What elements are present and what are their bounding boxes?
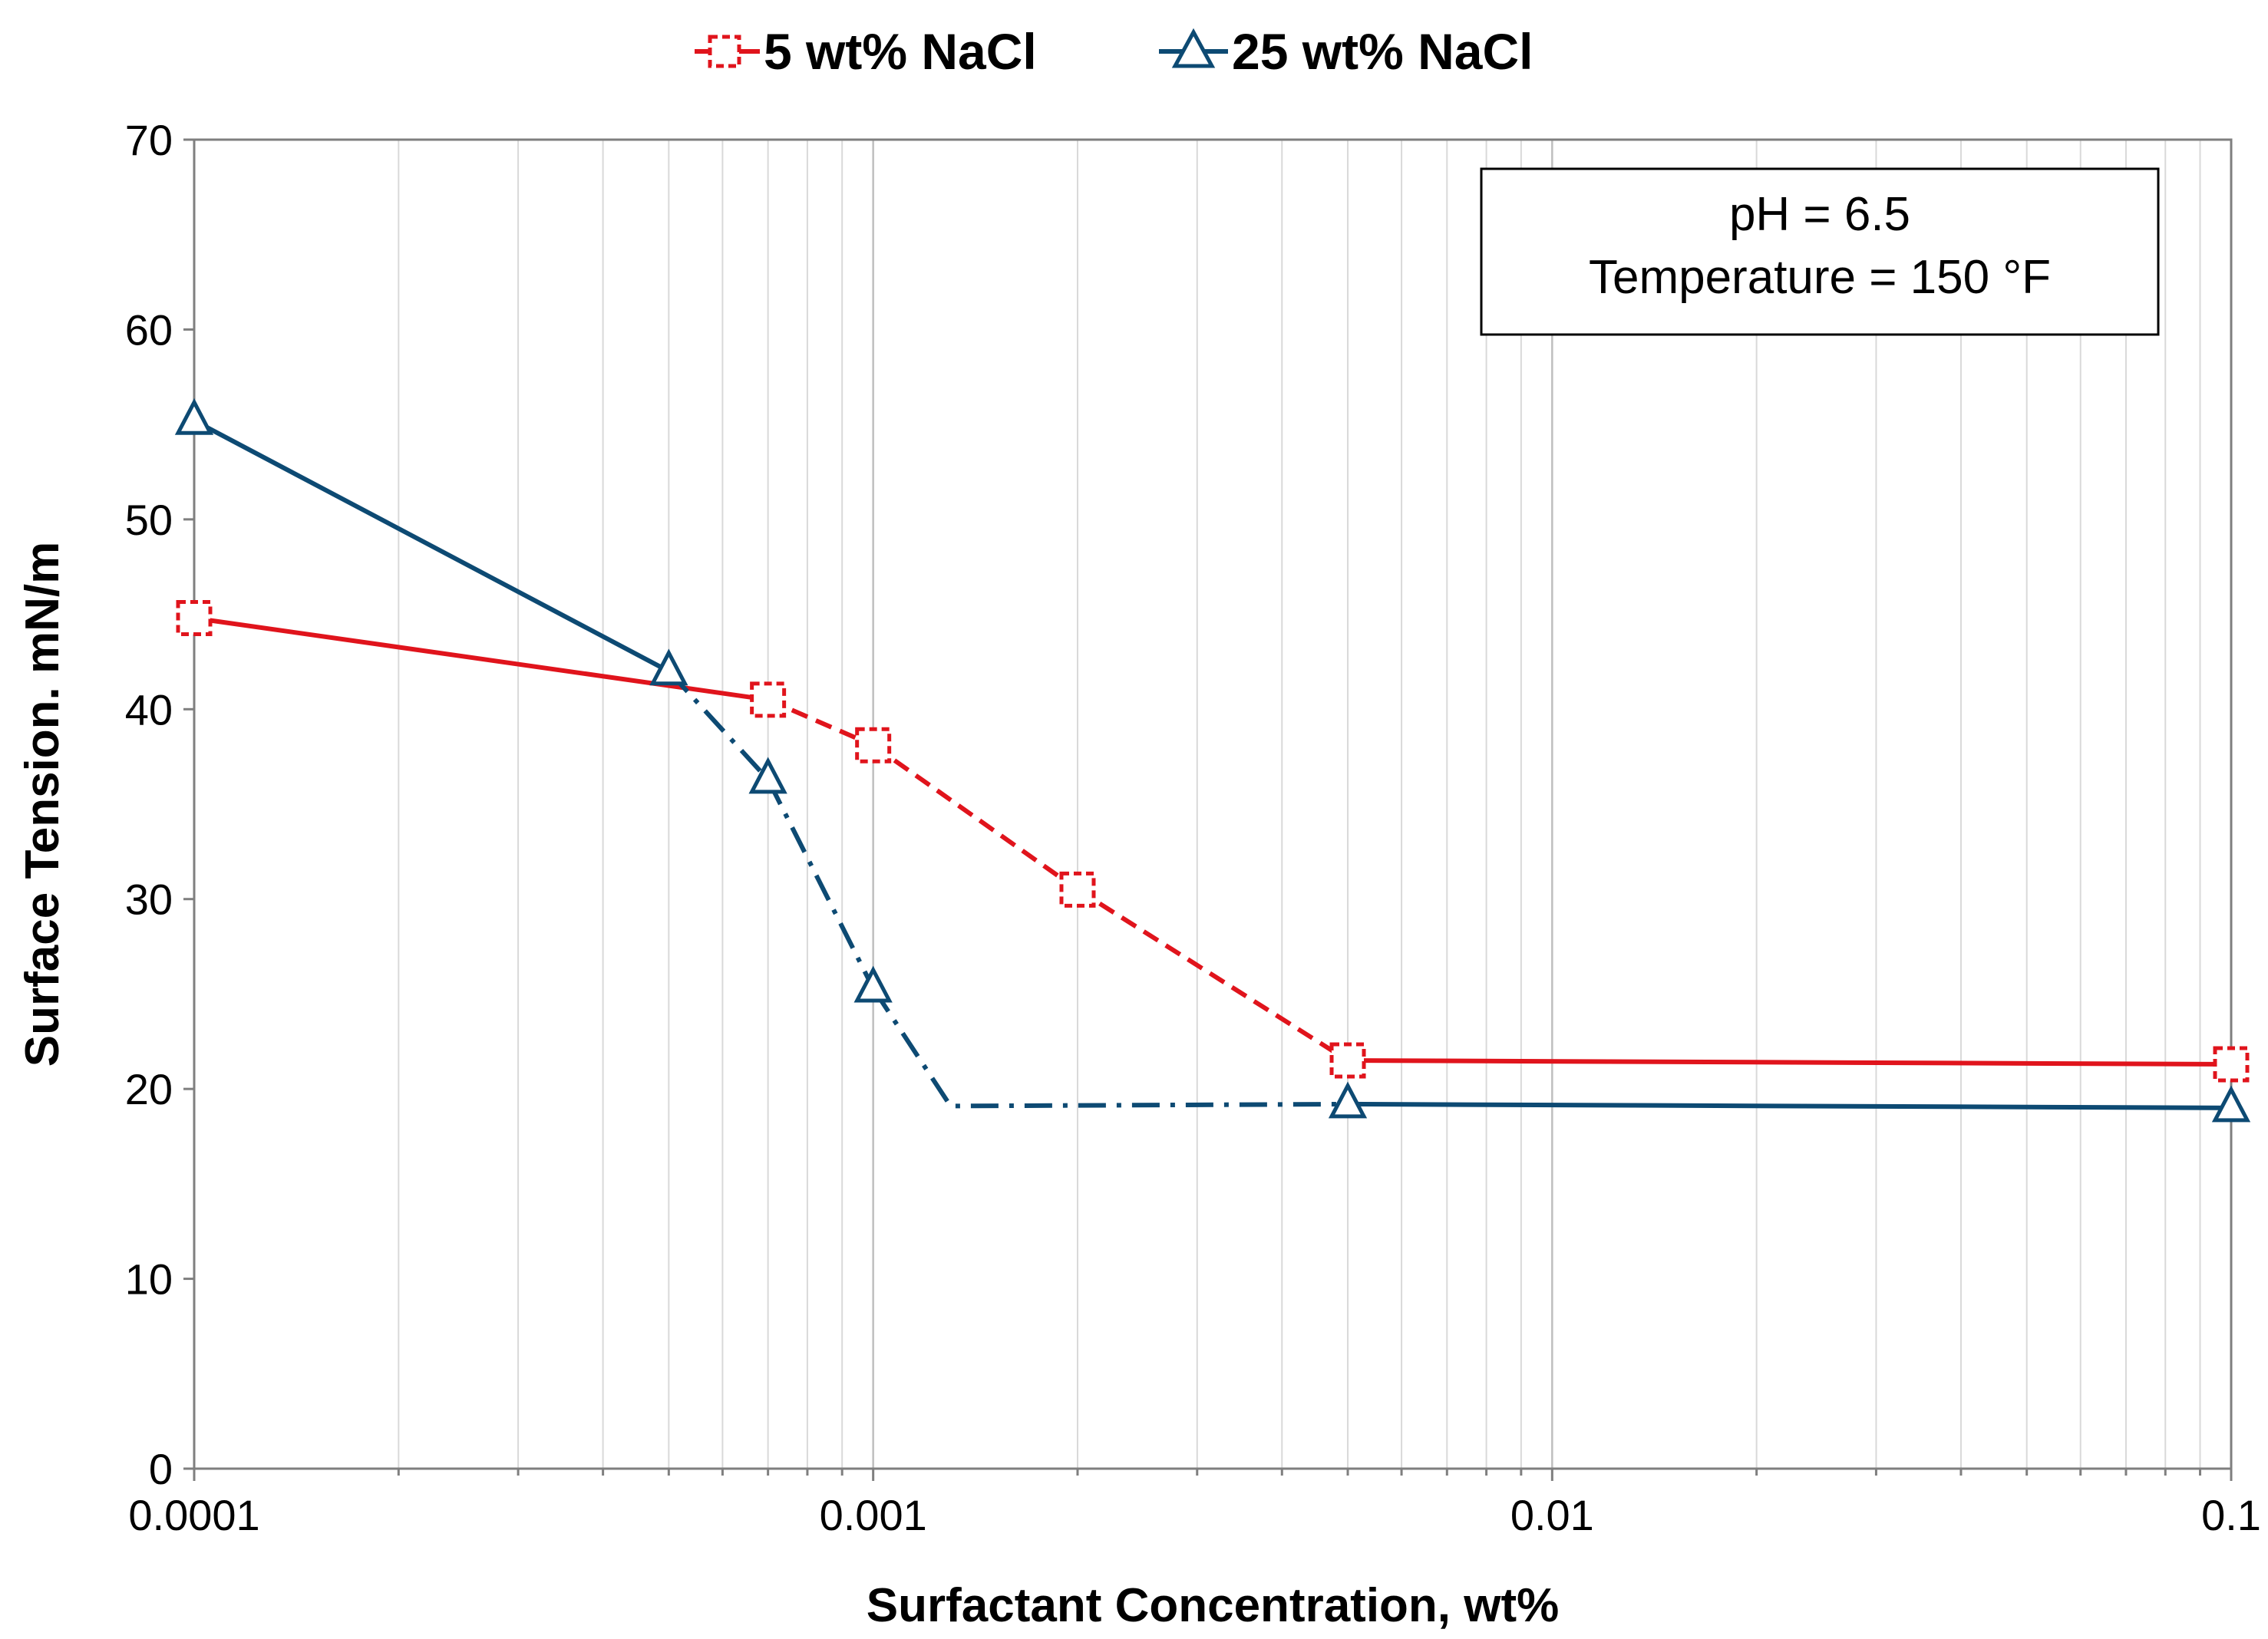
series-line-segment <box>765 778 876 990</box>
data-point-square <box>2213 1046 2250 1083</box>
data-point-square <box>1059 871 1096 908</box>
data-point-square <box>1329 1042 1366 1079</box>
x-axis-title: Surfactant Concentration, wt% <box>867 1579 1560 1632</box>
series-line-segment <box>667 669 770 781</box>
plot-area-frame <box>193 138 2233 1470</box>
x-tick-label: 0.0001 <box>128 1491 259 1539</box>
data-point-square <box>750 681 787 718</box>
series-line-segment <box>871 743 1079 892</box>
y-tick-label: 70 <box>125 116 173 164</box>
series-line-segment <box>193 615 769 702</box>
annotation-temperature: Temperature = 150 °F <box>1589 251 2051 304</box>
legend-label-25wt: 25 wt% NaCl <box>1232 23 1533 80</box>
legend-label-5wt: 5 wt% NaCl <box>764 23 1037 80</box>
data-point-square <box>855 727 892 763</box>
series-layer <box>174 397 2251 1123</box>
data-point-triangle <box>1328 1081 1368 1119</box>
y-tick-label: 20 <box>125 1065 173 1113</box>
series-line-segment <box>767 697 874 748</box>
y-tick-label: 30 <box>125 876 173 924</box>
legend-marker-triangle <box>1171 28 1216 68</box>
series-5wt-nacl <box>176 600 2250 1083</box>
y-axis-title: Surface Tension. mN/m <box>16 542 69 1067</box>
x-axis-ticks: 0.0001 0.001 0.01 0.1 <box>128 1469 2261 1539</box>
y-tick-label: 40 <box>125 685 173 734</box>
y-tick-label: 60 <box>125 305 173 354</box>
annotation-box: pH = 6.5 Temperature = 150 °F <box>1480 167 2160 336</box>
y-tick-label: 50 <box>125 496 173 544</box>
legend-marker-square <box>708 35 741 68</box>
y-tick-label: 10 <box>125 1255 173 1304</box>
series-line-segment <box>1076 887 1349 1063</box>
x-tick-label: 0.01 <box>1510 1491 1594 1539</box>
series-line-segment <box>1348 1101 2232 1110</box>
gridlines <box>398 140 2201 1469</box>
data-point-triangle <box>174 397 214 435</box>
series-line-segment <box>871 987 1349 1109</box>
data-point-triangle <box>649 648 688 686</box>
x-tick-label: 0.001 <box>820 1491 927 1539</box>
data-point-triangle <box>853 965 893 1003</box>
series-line-segment <box>1348 1058 2232 1067</box>
legend: 5 wt% NaCl 25 wt% NaCl <box>695 23 1533 80</box>
data-point-triangle <box>748 757 787 794</box>
y-axis-ticks: 0 10 20 30 40 50 60 70 <box>125 116 194 1493</box>
y-tick-label: 0 <box>149 1445 173 1493</box>
x-tick-label: 0.1 <box>2201 1491 2261 1539</box>
annotation-frame <box>1480 167 2160 336</box>
data-point-triangle <box>2211 1085 2251 1123</box>
annotation-ph: pH = 6.5 <box>1729 188 1910 241</box>
data-point-square <box>176 600 213 637</box>
series-line-segment <box>193 418 670 674</box>
series-25wt-nacl <box>174 397 2251 1123</box>
